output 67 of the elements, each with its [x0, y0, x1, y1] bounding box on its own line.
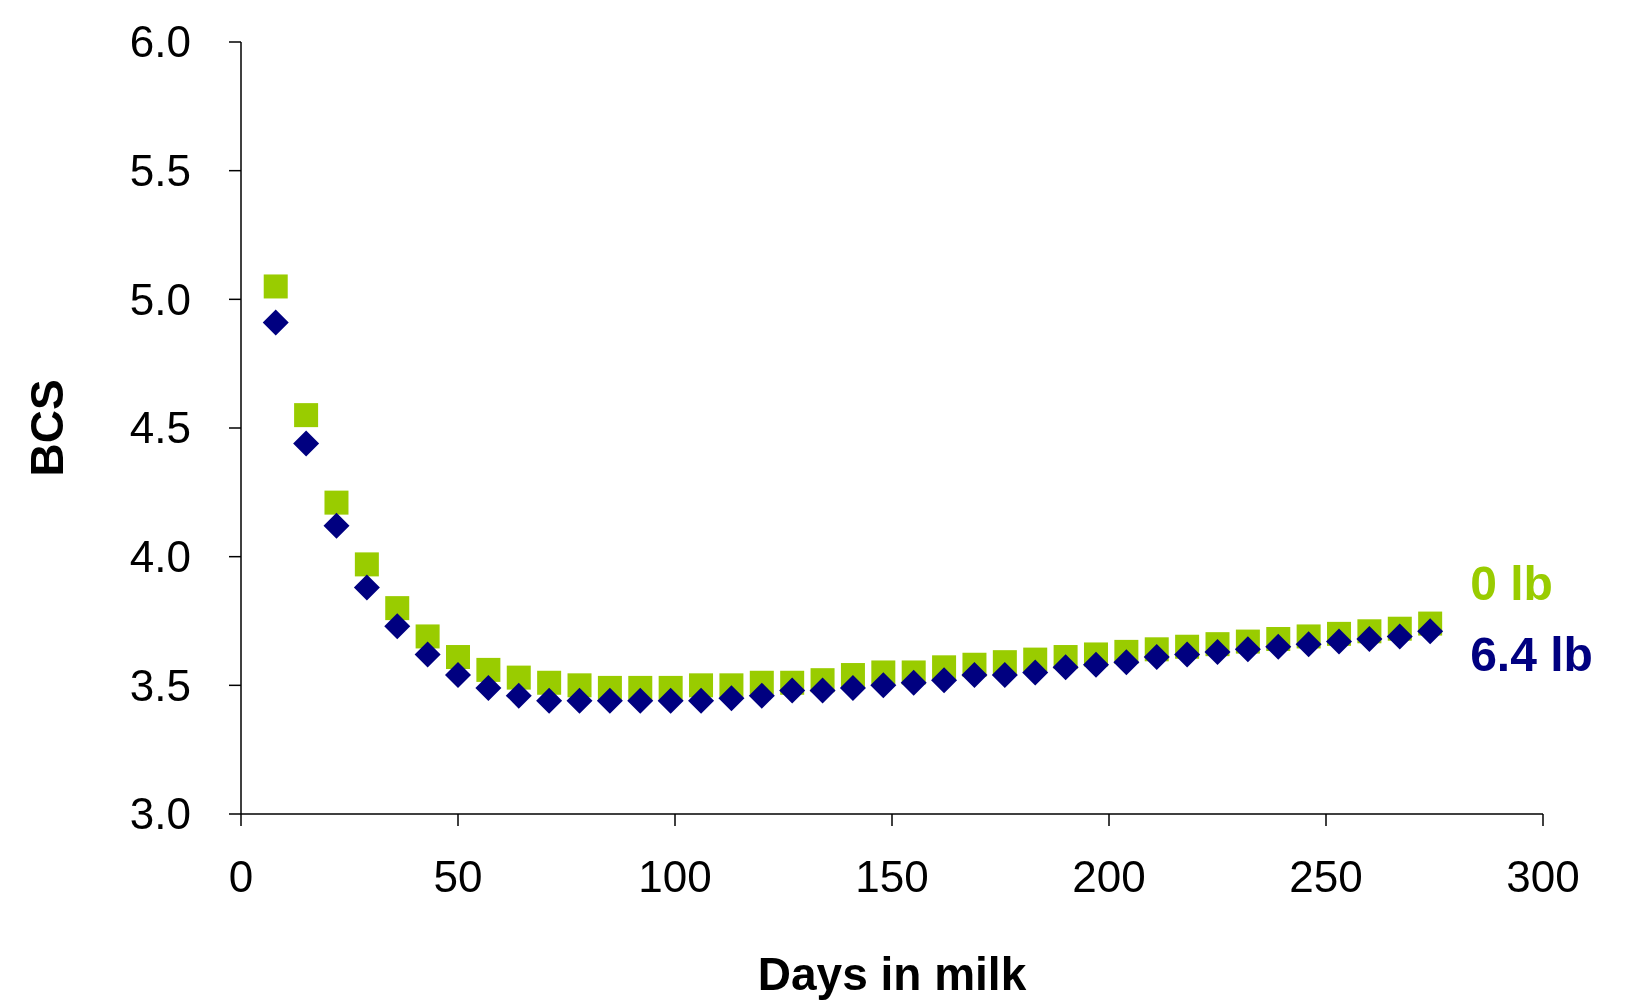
point — [384, 613, 411, 640]
point — [476, 657, 501, 682]
x-tick-label: 250 — [1289, 852, 1363, 901]
point — [1052, 654, 1079, 681]
point — [809, 677, 836, 704]
point — [1022, 659, 1049, 686]
point — [263, 274, 288, 299]
point — [1204, 638, 1231, 665]
y-tick-label: 3.0 — [129, 789, 191, 839]
x-tick-label: 50 — [433, 852, 483, 901]
point — [1326, 628, 1353, 655]
point — [779, 677, 806, 704]
point — [324, 490, 349, 515]
y-axis-title: BCS — [21, 379, 73, 477]
point — [991, 662, 1018, 689]
point — [353, 574, 380, 601]
point — [1265, 633, 1292, 660]
point — [294, 403, 319, 428]
point — [1143, 644, 1170, 671]
point — [293, 430, 320, 457]
y-tick-label: 5.5 — [129, 146, 191, 196]
x-tick-label: 200 — [1072, 852, 1146, 901]
y-tick-label: 6.0 — [129, 17, 191, 67]
point — [1417, 618, 1444, 645]
point — [1174, 641, 1201, 668]
y-tick-label: 3.5 — [129, 660, 191, 710]
point — [506, 665, 531, 690]
series-label: 0 lb — [1470, 556, 1553, 610]
point — [839, 674, 866, 701]
point — [596, 687, 623, 714]
y-tick-label: 4.5 — [129, 403, 191, 453]
x-tick-label: 150 — [855, 852, 929, 901]
x-tick-label: 0 — [228, 852, 254, 901]
y-tick-label: 5.0 — [129, 274, 191, 324]
point — [505, 682, 532, 709]
point — [961, 662, 988, 689]
point — [566, 687, 593, 714]
point — [657, 687, 684, 714]
y-tick-label: 4.0 — [129, 532, 191, 582]
point — [870, 672, 897, 699]
point — [414, 641, 441, 668]
point — [1234, 636, 1261, 663]
point — [354, 552, 379, 577]
point — [688, 687, 715, 714]
x-tick-label: 100 — [638, 852, 712, 901]
point — [1082, 651, 1109, 678]
point — [748, 682, 775, 709]
point — [262, 309, 289, 336]
point — [415, 624, 440, 649]
point — [385, 596, 410, 621]
point — [475, 674, 502, 701]
point — [1295, 631, 1322, 658]
series-label: 6.4 lb — [1470, 628, 1593, 682]
x-tick-label: 300 — [1506, 852, 1580, 901]
point — [445, 662, 471, 689]
point — [1386, 623, 1413, 650]
point — [323, 512, 350, 539]
point — [446, 645, 470, 670]
point — [900, 669, 927, 696]
point — [718, 685, 745, 712]
point — [1113, 649, 1140, 676]
point — [536, 687, 563, 714]
point — [537, 670, 562, 695]
x-axis-title: Days in milk — [757, 948, 1027, 1000]
point — [1356, 626, 1383, 653]
point — [627, 687, 654, 714]
point — [931, 667, 958, 694]
